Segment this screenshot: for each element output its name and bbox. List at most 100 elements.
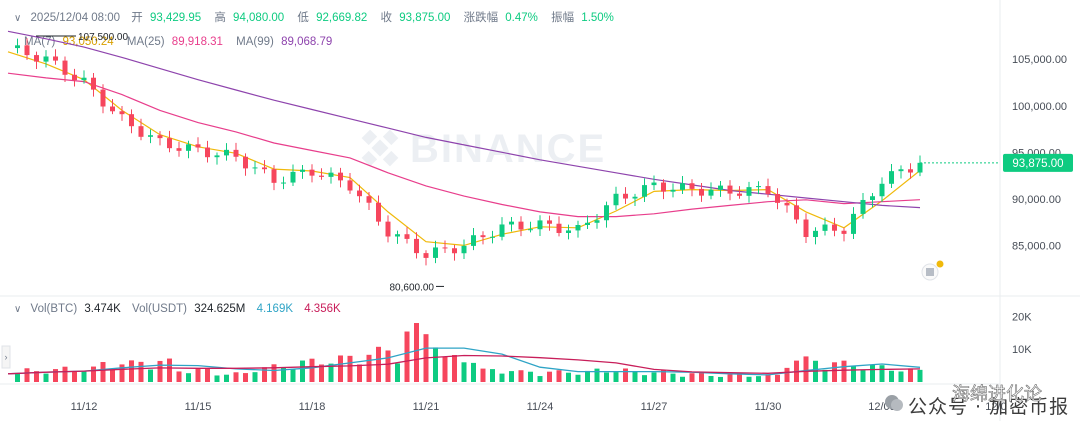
volume-bar[interactable]	[110, 369, 115, 382]
candle-body[interactable]	[490, 236, 495, 238]
candle-body[interactable]	[224, 149, 229, 156]
candle-body[interactable]	[214, 155, 220, 158]
volume-bar[interactable]	[119, 364, 125, 382]
candle-body[interactable]	[870, 196, 875, 200]
volume-bar[interactable]	[784, 367, 790, 382]
candle-body[interactable]	[262, 167, 267, 170]
candle-body[interactable]	[167, 138, 172, 149]
candle-body[interactable]	[566, 230, 571, 233]
volume-bar[interactable]	[727, 374, 733, 382]
volume-bar[interactable]	[623, 368, 628, 382]
volume-bar[interactable]	[442, 356, 448, 382]
candle-body[interactable]	[775, 194, 780, 203]
volume-bar[interactable]	[233, 372, 239, 382]
candle-body[interactable]	[661, 182, 666, 192]
candle-body[interactable]	[670, 189, 676, 192]
volume-bar[interactable]	[452, 355, 457, 382]
candle-body[interactable]	[404, 234, 410, 239]
volume-bar[interactable]	[15, 373, 20, 382]
candle-body[interactable]	[176, 148, 182, 151]
candle-body[interactable]	[138, 126, 144, 137]
candle-body[interactable]	[480, 235, 486, 238]
candle-body[interactable]	[509, 221, 514, 225]
candle-body[interactable]	[91, 77, 96, 90]
candle-body[interactable]	[186, 144, 191, 151]
volume-bar[interactable]	[566, 372, 571, 382]
candle-body[interactable]	[680, 183, 685, 190]
volume-bar[interactable]	[699, 372, 704, 382]
volume-bar[interactable]	[822, 369, 828, 382]
volume-bar[interactable]	[100, 362, 106, 382]
volume-bar[interactable]	[889, 370, 894, 382]
candle-body[interactable]	[889, 171, 894, 184]
candle-body[interactable]	[689, 183, 695, 189]
volume-bar[interactable]	[575, 374, 581, 382]
volume-bar[interactable]	[737, 374, 742, 382]
candle-body[interactable]	[803, 219, 809, 238]
volume-bar[interactable]	[347, 355, 353, 382]
volume-bar[interactable]	[632, 371, 638, 382]
volume-bar[interactable]	[53, 369, 58, 382]
candle-body[interactable]	[385, 221, 391, 237]
volume-bar[interactable]	[62, 366, 68, 382]
candle-body[interactable]	[271, 169, 277, 183]
candle-body[interactable]	[290, 171, 296, 183]
candle-body[interactable]	[233, 149, 239, 157]
volume-bar[interactable]	[262, 367, 267, 382]
candle-body[interactable]	[252, 167, 258, 169]
volume-bar[interactable]	[176, 371, 182, 382]
candle-body[interactable]	[53, 56, 58, 61]
candle-body[interactable]	[594, 220, 600, 223]
candle-body[interactable]	[699, 188, 704, 196]
volume-bar[interactable]	[718, 376, 723, 382]
volume-bar[interactable]	[689, 373, 695, 382]
volume-bar[interactable]	[385, 350, 391, 382]
candle-body[interactable]	[794, 205, 799, 220]
candle-body[interactable]	[756, 186, 761, 188]
candle-body[interactable]	[43, 56, 49, 62]
volume-bar[interactable]	[338, 355, 343, 382]
volume-bar[interactable]	[556, 370, 562, 382]
volume-bar[interactable]	[214, 375, 220, 382]
candle-body[interactable]	[822, 224, 828, 231]
candle-body[interactable]	[813, 230, 818, 238]
candle-body[interactable]	[841, 230, 847, 234]
candle-body[interactable]	[129, 114, 134, 127]
volume-bar[interactable]	[613, 372, 619, 382]
candle-body[interactable]	[34, 55, 39, 62]
volume-bar[interactable]	[148, 369, 153, 382]
chevron-down-icon[interactable]: ∨	[14, 13, 22, 24]
candle-body[interactable]	[300, 169, 305, 172]
volume-bar[interactable]	[832, 362, 837, 382]
volume-bar[interactable]	[499, 373, 505, 382]
volume-bar[interactable]	[756, 376, 761, 382]
candle-body[interactable]	[499, 224, 505, 237]
candle-body[interactable]	[879, 183, 885, 197]
volume-bar[interactable]	[395, 363, 400, 382]
volume-bar[interactable]	[585, 370, 590, 382]
candle-body[interactable]	[556, 223, 562, 233]
candle-body[interactable]	[62, 60, 68, 75]
candle-body[interactable]	[452, 248, 457, 254]
volume-bar[interactable]	[433, 347, 438, 382]
volume-bar[interactable]	[328, 363, 334, 382]
volume-bar[interactable]	[300, 360, 305, 382]
volume-bar[interactable]	[414, 323, 419, 382]
volume-bar[interactable]	[319, 364, 324, 382]
volume-bar[interactable]	[851, 366, 856, 382]
volume-bar[interactable]	[357, 364, 362, 382]
candle-body[interactable]	[357, 190, 362, 197]
candle-body[interactable]	[319, 175, 324, 177]
candle-body[interactable]	[347, 180, 353, 191]
volume-bar[interactable]	[651, 372, 657, 382]
candle-body[interactable]	[708, 189, 714, 196]
candle-body[interactable]	[433, 247, 438, 258]
volume-bar[interactable]	[917, 369, 923, 382]
candle-body[interactable]	[613, 193, 619, 206]
candle-body[interactable]	[746, 187, 752, 196]
candle-body[interactable]	[157, 135, 163, 139]
candle-body[interactable]	[651, 182, 657, 186]
volume-bar[interactable]	[471, 362, 476, 382]
volume-bar[interactable]	[746, 376, 752, 382]
